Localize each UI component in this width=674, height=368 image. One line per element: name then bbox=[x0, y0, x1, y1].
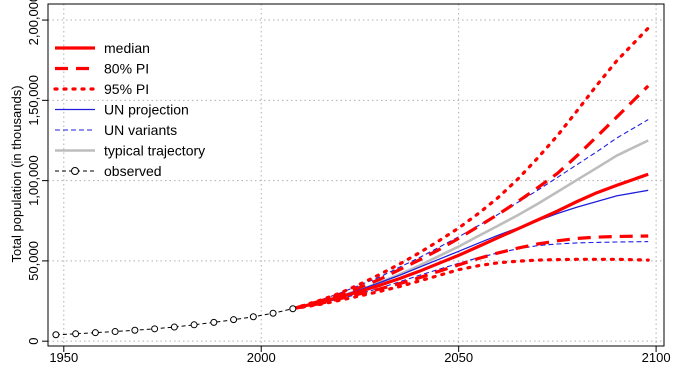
series-line-pi95 bbox=[291, 257, 650, 311]
observed-point bbox=[131, 326, 139, 334]
series-line-unvar bbox=[292, 119, 649, 310]
y-tick-label: 0 bbox=[26, 338, 41, 345]
series-line-pi80 bbox=[292, 84, 650, 311]
observed-point bbox=[91, 329, 99, 337]
series-line-pi80 bbox=[292, 234, 649, 311]
series-line-typical bbox=[292, 139, 649, 310]
x-tick-label: 2000 bbox=[247, 350, 276, 365]
legend-label: UN variants bbox=[104, 122, 177, 138]
series-line-pi95 bbox=[291, 26, 650, 311]
series-line-observed bbox=[55, 308, 293, 336]
legend-label: UN projection bbox=[104, 102, 189, 118]
series-layer bbox=[52, 26, 650, 339]
observed-point bbox=[170, 323, 178, 331]
y-tick-label: 1,50,000 bbox=[26, 75, 41, 126]
observed-point bbox=[289, 305, 297, 313]
y-tick-label: 2,00,000 bbox=[26, 0, 41, 45]
legend-label: typical trajectory bbox=[104, 143, 205, 159]
y-tick-label: 50,000 bbox=[26, 241, 41, 281]
series-line-median bbox=[292, 172, 649, 311]
x-tick-label: 1950 bbox=[49, 350, 78, 365]
legend-label: median bbox=[104, 40, 150, 56]
legend: median 80% PI 95% PI UN projection UN varian… bbox=[53, 40, 205, 179]
gridlines bbox=[48, 4, 664, 346]
observed-point bbox=[111, 328, 119, 336]
legend-marker-observed bbox=[71, 167, 79, 175]
x-tick-label: 2050 bbox=[444, 350, 473, 365]
y-axis-title: Total population (in thousands) bbox=[9, 85, 24, 262]
observed-point bbox=[210, 318, 218, 326]
observed-point bbox=[72, 330, 80, 338]
plot-frame bbox=[47, 3, 665, 347]
observed-point bbox=[249, 313, 257, 321]
y-tick-label: 1,00,000 bbox=[26, 155, 41, 206]
legend-label: 80% PI bbox=[104, 61, 149, 77]
observed-point bbox=[269, 309, 277, 317]
observed-point bbox=[190, 321, 198, 329]
axes: 1950 2000 2050 2100 0 50,000 1,00,000 1,50,000 2… bbox=[26, 0, 671, 365]
x-tick-label: 2100 bbox=[642, 350, 671, 365]
legend-label: observed bbox=[104, 163, 162, 179]
observed-point bbox=[151, 325, 159, 333]
observed-point bbox=[52, 331, 60, 339]
observed-point bbox=[230, 316, 238, 324]
legend-label: 95% PI bbox=[104, 81, 149, 97]
